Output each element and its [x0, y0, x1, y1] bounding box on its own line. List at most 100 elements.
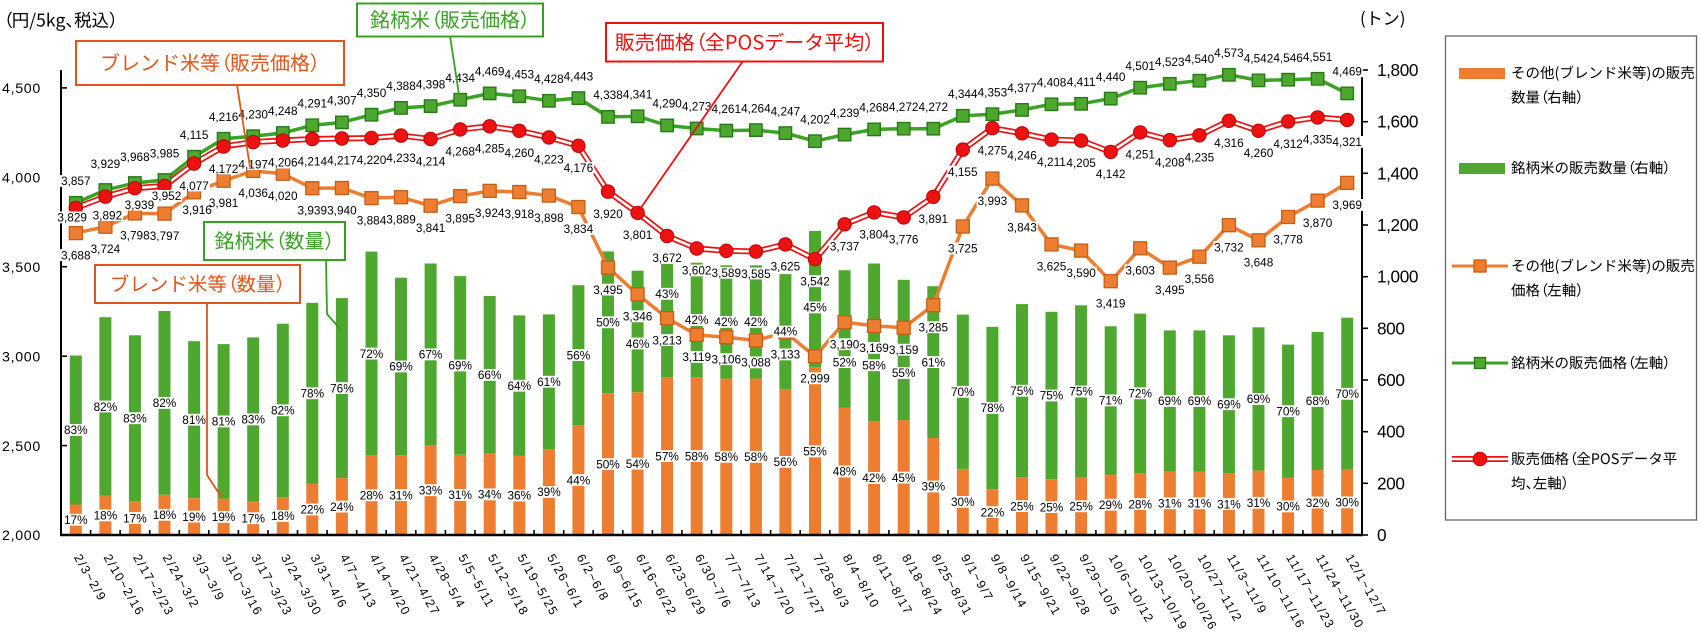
svg-text:43%: 43% [655, 287, 679, 301]
svg-text:2,999: 2,999 [800, 372, 830, 386]
svg-text:4,142: 4,142 [1096, 167, 1126, 181]
svg-text:25%: 25% [1010, 499, 1034, 513]
svg-text:19%: 19% [212, 510, 236, 524]
svg-text:19%: 19% [182, 510, 206, 524]
svg-text:3,952: 3,952 [152, 189, 182, 203]
svg-text:31%: 31% [1188, 497, 1212, 511]
svg-text:55%: 55% [803, 445, 827, 459]
svg-text:4,551: 4,551 [1303, 50, 1333, 64]
svg-text:3,801: 3,801 [623, 228, 653, 242]
svg-text:4,434: 4,434 [445, 71, 475, 85]
svg-text:50%: 50% [596, 316, 620, 330]
svg-text:3,985: 3,985 [150, 147, 180, 161]
svg-text:3,542: 3,542 [800, 275, 830, 289]
svg-text:3,133: 3,133 [771, 348, 801, 362]
svg-text:0: 0 [1377, 525, 1386, 545]
svg-text:45%: 45% [803, 301, 827, 315]
svg-text:81%: 81% [212, 415, 236, 429]
svg-text:33%: 33% [419, 483, 443, 497]
svg-text:3,000: 3,000 [2, 349, 41, 365]
svg-text:4,440: 4,440 [1096, 70, 1126, 84]
svg-text:4,275: 4,275 [978, 143, 1008, 157]
svg-text:42%: 42% [744, 315, 768, 329]
svg-text:83%: 83% [64, 423, 88, 437]
svg-text:3,776: 3,776 [889, 233, 919, 247]
svg-text:39%: 39% [921, 480, 945, 494]
svg-text:70%: 70% [1276, 405, 1300, 419]
svg-text:45%: 45% [892, 471, 916, 485]
svg-text:69%: 69% [448, 359, 472, 373]
svg-text:3,834: 3,834 [564, 222, 594, 236]
svg-text:3,898: 3,898 [534, 211, 564, 225]
svg-text:400: 400 [1377, 422, 1404, 442]
svg-text:82%: 82% [153, 396, 177, 410]
svg-text:4,261: 4,261 [712, 102, 742, 116]
svg-text:4,540: 4,540 [1185, 52, 1215, 66]
svg-text:3,778: 3,778 [1273, 232, 1303, 246]
svg-text:1,600: 1,600 [1377, 112, 1418, 132]
svg-text:3,724: 3,724 [91, 242, 121, 256]
svg-text:4,411: 4,411 [1067, 75, 1096, 89]
svg-text:83%: 83% [241, 413, 265, 427]
svg-text:69%: 69% [389, 360, 413, 374]
svg-text:69%: 69% [1188, 394, 1212, 408]
svg-text:4,211: 4,211 [1037, 155, 1066, 169]
svg-text:4,247: 4,247 [771, 104, 801, 118]
svg-text:3,916: 3,916 [182, 203, 212, 217]
svg-text:61%: 61% [921, 355, 945, 369]
svg-text:4,291: 4,291 [298, 97, 328, 111]
svg-text:61%: 61% [537, 375, 561, 389]
svg-text:4,316: 4,316 [1214, 136, 1244, 150]
svg-text:3,969: 3,969 [1332, 198, 1362, 212]
svg-text:4,246: 4,246 [1007, 149, 1037, 163]
svg-text:4,217: 4,217 [327, 154, 357, 168]
svg-text:3,939: 3,939 [125, 198, 155, 212]
svg-text:3,918: 3,918 [505, 207, 535, 221]
svg-text:83%: 83% [123, 411, 147, 425]
svg-text:4,312: 4,312 [1273, 137, 1303, 151]
svg-text:17%: 17% [123, 511, 147, 525]
svg-text:4,377: 4,377 [1007, 81, 1037, 95]
svg-text:4,285: 4,285 [475, 142, 505, 156]
svg-text:3,589: 3,589 [712, 266, 742, 280]
svg-text:25%: 25% [1040, 500, 1064, 514]
svg-text:70%: 70% [1335, 387, 1359, 401]
svg-text:17%: 17% [64, 513, 88, 527]
svg-text:4,216: 4,216 [209, 110, 239, 124]
svg-text:70%: 70% [951, 385, 975, 399]
svg-text:3,556: 3,556 [1185, 272, 1215, 286]
svg-text:82%: 82% [94, 400, 118, 414]
svg-text:3,841: 3,841 [416, 221, 446, 235]
svg-text:24%: 24% [330, 500, 354, 514]
svg-text:71%: 71% [1099, 394, 1123, 408]
svg-text:3,870: 3,870 [1303, 216, 1333, 230]
svg-text:3,495: 3,495 [1155, 283, 1185, 297]
svg-text:58%: 58% [685, 449, 709, 463]
svg-text:3,088: 3,088 [741, 356, 771, 370]
svg-text:31%: 31% [1217, 497, 1241, 511]
svg-text:4,214: 4,214 [416, 154, 446, 168]
svg-text:69%: 69% [1217, 397, 1241, 411]
svg-text:4,272: 4,272 [919, 100, 949, 114]
svg-text:4,523: 4,523 [1155, 55, 1185, 69]
svg-text:22%: 22% [300, 503, 324, 517]
svg-text:44%: 44% [567, 473, 591, 487]
svg-text:4,501: 4,501 [1125, 59, 1155, 73]
svg-text:31%: 31% [389, 488, 413, 502]
svg-text:4,272: 4,272 [889, 100, 919, 114]
svg-text:72%: 72% [360, 347, 384, 361]
svg-text:4,388: 4,388 [386, 79, 416, 93]
svg-text:4,260: 4,260 [1244, 146, 1274, 160]
svg-text:30%: 30% [1276, 500, 1300, 514]
svg-text:3,804: 3,804 [859, 228, 889, 242]
svg-text:3,798: 3,798 [120, 229, 150, 243]
svg-text:200: 200 [1377, 473, 1404, 493]
svg-text:17%: 17% [241, 511, 265, 525]
svg-text:1,200: 1,200 [1377, 215, 1418, 235]
svg-text:69%: 69% [1158, 394, 1182, 408]
svg-text:64%: 64% [507, 379, 531, 393]
svg-text:72%: 72% [1128, 387, 1152, 401]
svg-text:4,542: 4,542 [1244, 52, 1274, 66]
svg-text:4,335: 4,335 [1303, 133, 1333, 147]
svg-text:4,251: 4,251 [1125, 148, 1155, 162]
